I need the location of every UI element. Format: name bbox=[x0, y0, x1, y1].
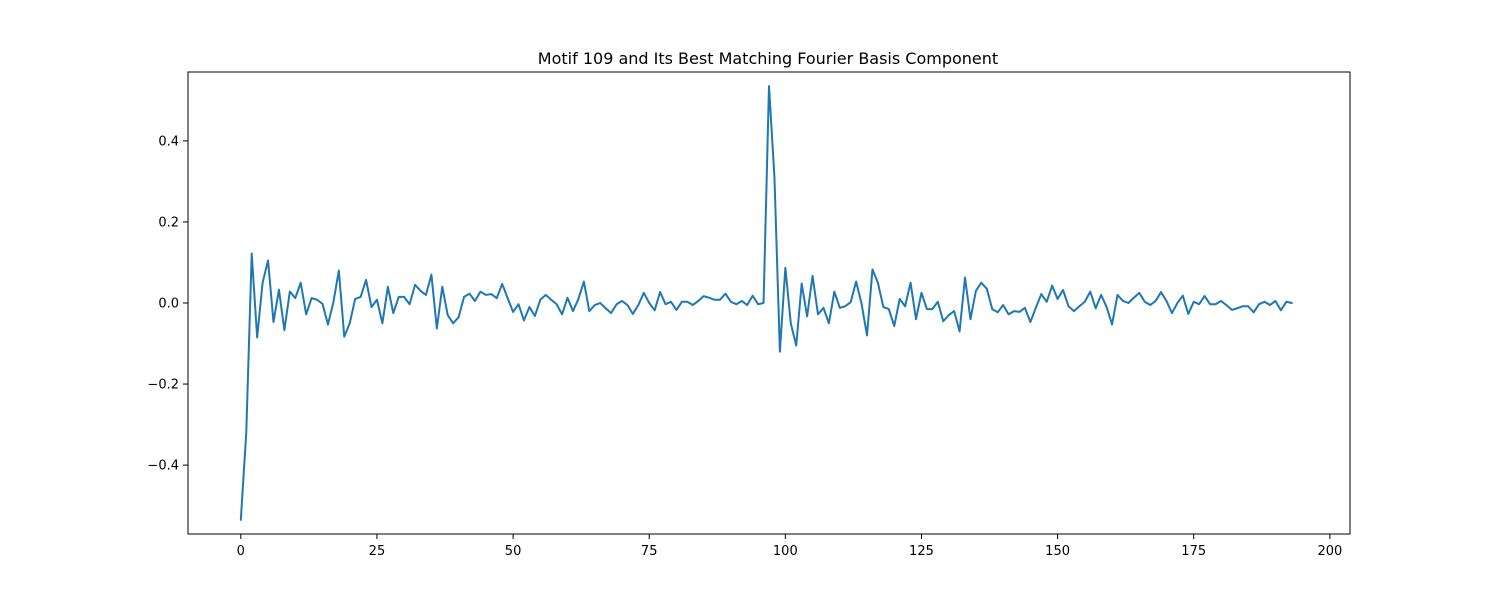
plot-area-frame bbox=[187, 71, 1351, 535]
chart-title: Motif 109 and Its Best Matching Fourier … bbox=[538, 49, 998, 68]
x-tick-label: 25 bbox=[369, 544, 386, 559]
x-tick-label: 50 bbox=[505, 544, 522, 559]
x-tick-label: 100 bbox=[773, 544, 798, 559]
x-tick-label: 200 bbox=[1317, 544, 1342, 559]
x-tick-label: 0 bbox=[237, 544, 245, 559]
y-tick-label: −0.4 bbox=[147, 459, 179, 474]
x-tick-label: 125 bbox=[909, 544, 934, 559]
series-line-0 bbox=[239, 85, 1293, 521]
x-axis: 0 25 50 75 100 125 150 175 200 bbox=[237, 534, 1342, 559]
x-tick-label: 175 bbox=[1181, 544, 1206, 559]
y-tick-label: 0.2 bbox=[158, 215, 179, 230]
y-tick-label: 0.4 bbox=[158, 134, 179, 149]
x-tick-label: 150 bbox=[1045, 544, 1070, 559]
series-layer bbox=[239, 85, 1293, 521]
x-tick-label: 75 bbox=[641, 544, 658, 559]
y-tick-label: 0.0 bbox=[158, 297, 179, 312]
y-axis: −0.4 −0.2 0.0 0.2 0.4 bbox=[147, 134, 188, 474]
y-tick-label: −0.2 bbox=[147, 378, 179, 393]
